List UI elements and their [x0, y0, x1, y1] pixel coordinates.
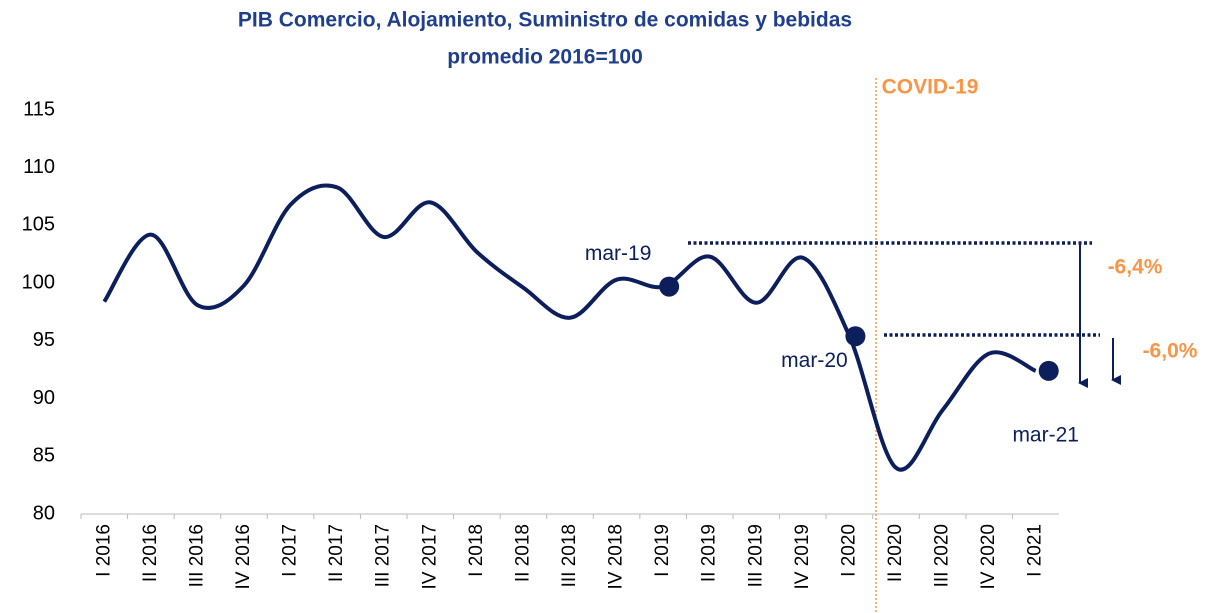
change-label: -6,0% [1143, 340, 1198, 363]
x-tick-label: II 2018 [512, 524, 533, 582]
x-tick-label: IV 2018 [606, 524, 627, 590]
y-tick-label: 90 [33, 387, 55, 409]
y-tick-label: 80 [33, 502, 55, 524]
point-marker [845, 326, 866, 347]
point-marker [659, 276, 680, 297]
covid-label: COVID-19 [882, 76, 979, 99]
x-tick-label: IV 2016 [233, 524, 254, 590]
x-tick-label: IV 2019 [792, 524, 813, 590]
x-tick-label: I 2016 [93, 524, 114, 577]
y-tick-label: 100 [22, 271, 55, 293]
x-tick-label: II 2020 [885, 524, 906, 582]
y-tick-label: 95 [33, 329, 55, 351]
x-tick-label: III 2016 [186, 524, 207, 587]
x-tick-label: IV 2020 [978, 524, 999, 590]
x-tick-label: III 2020 [932, 524, 953, 587]
y-tick-label: 110 [23, 156, 55, 178]
x-tick-label: II 2019 [699, 524, 720, 582]
x-tick-label: I 2017 [280, 524, 301, 577]
x-tick-label: II 2016 [140, 524, 161, 582]
x-tick-label: I 2021 [1025, 524, 1046, 577]
x-tick-label: III 2017 [373, 524, 394, 587]
point-label: mar-21 [1012, 423, 1079, 446]
point-marker [1038, 360, 1059, 381]
point-label: mar-19 [585, 242, 652, 265]
x-tick-label: II 2017 [326, 524, 347, 582]
x-tick-label: I 2019 [652, 524, 673, 577]
point-label: mar-20 [781, 349, 848, 372]
x-tick-label: I 2018 [466, 524, 487, 577]
chart-subtitle: promedio 2016=100 [447, 46, 643, 69]
x-tick-label: IV 2017 [419, 524, 440, 590]
y-tick-label: 115 [23, 98, 55, 120]
x-tick-label: III 2018 [559, 524, 580, 587]
y-tick-label: 85 [33, 445, 55, 467]
chart-title: PIB Comercio, Alojamiento, Suministro de… [238, 9, 852, 32]
y-tick-label: 105 [22, 214, 55, 236]
x-tick-label: I 2020 [838, 524, 859, 577]
change-label: -6,4% [1108, 256, 1163, 279]
x-tick-label: III 2019 [745, 524, 766, 587]
line [102, 183, 1037, 472]
